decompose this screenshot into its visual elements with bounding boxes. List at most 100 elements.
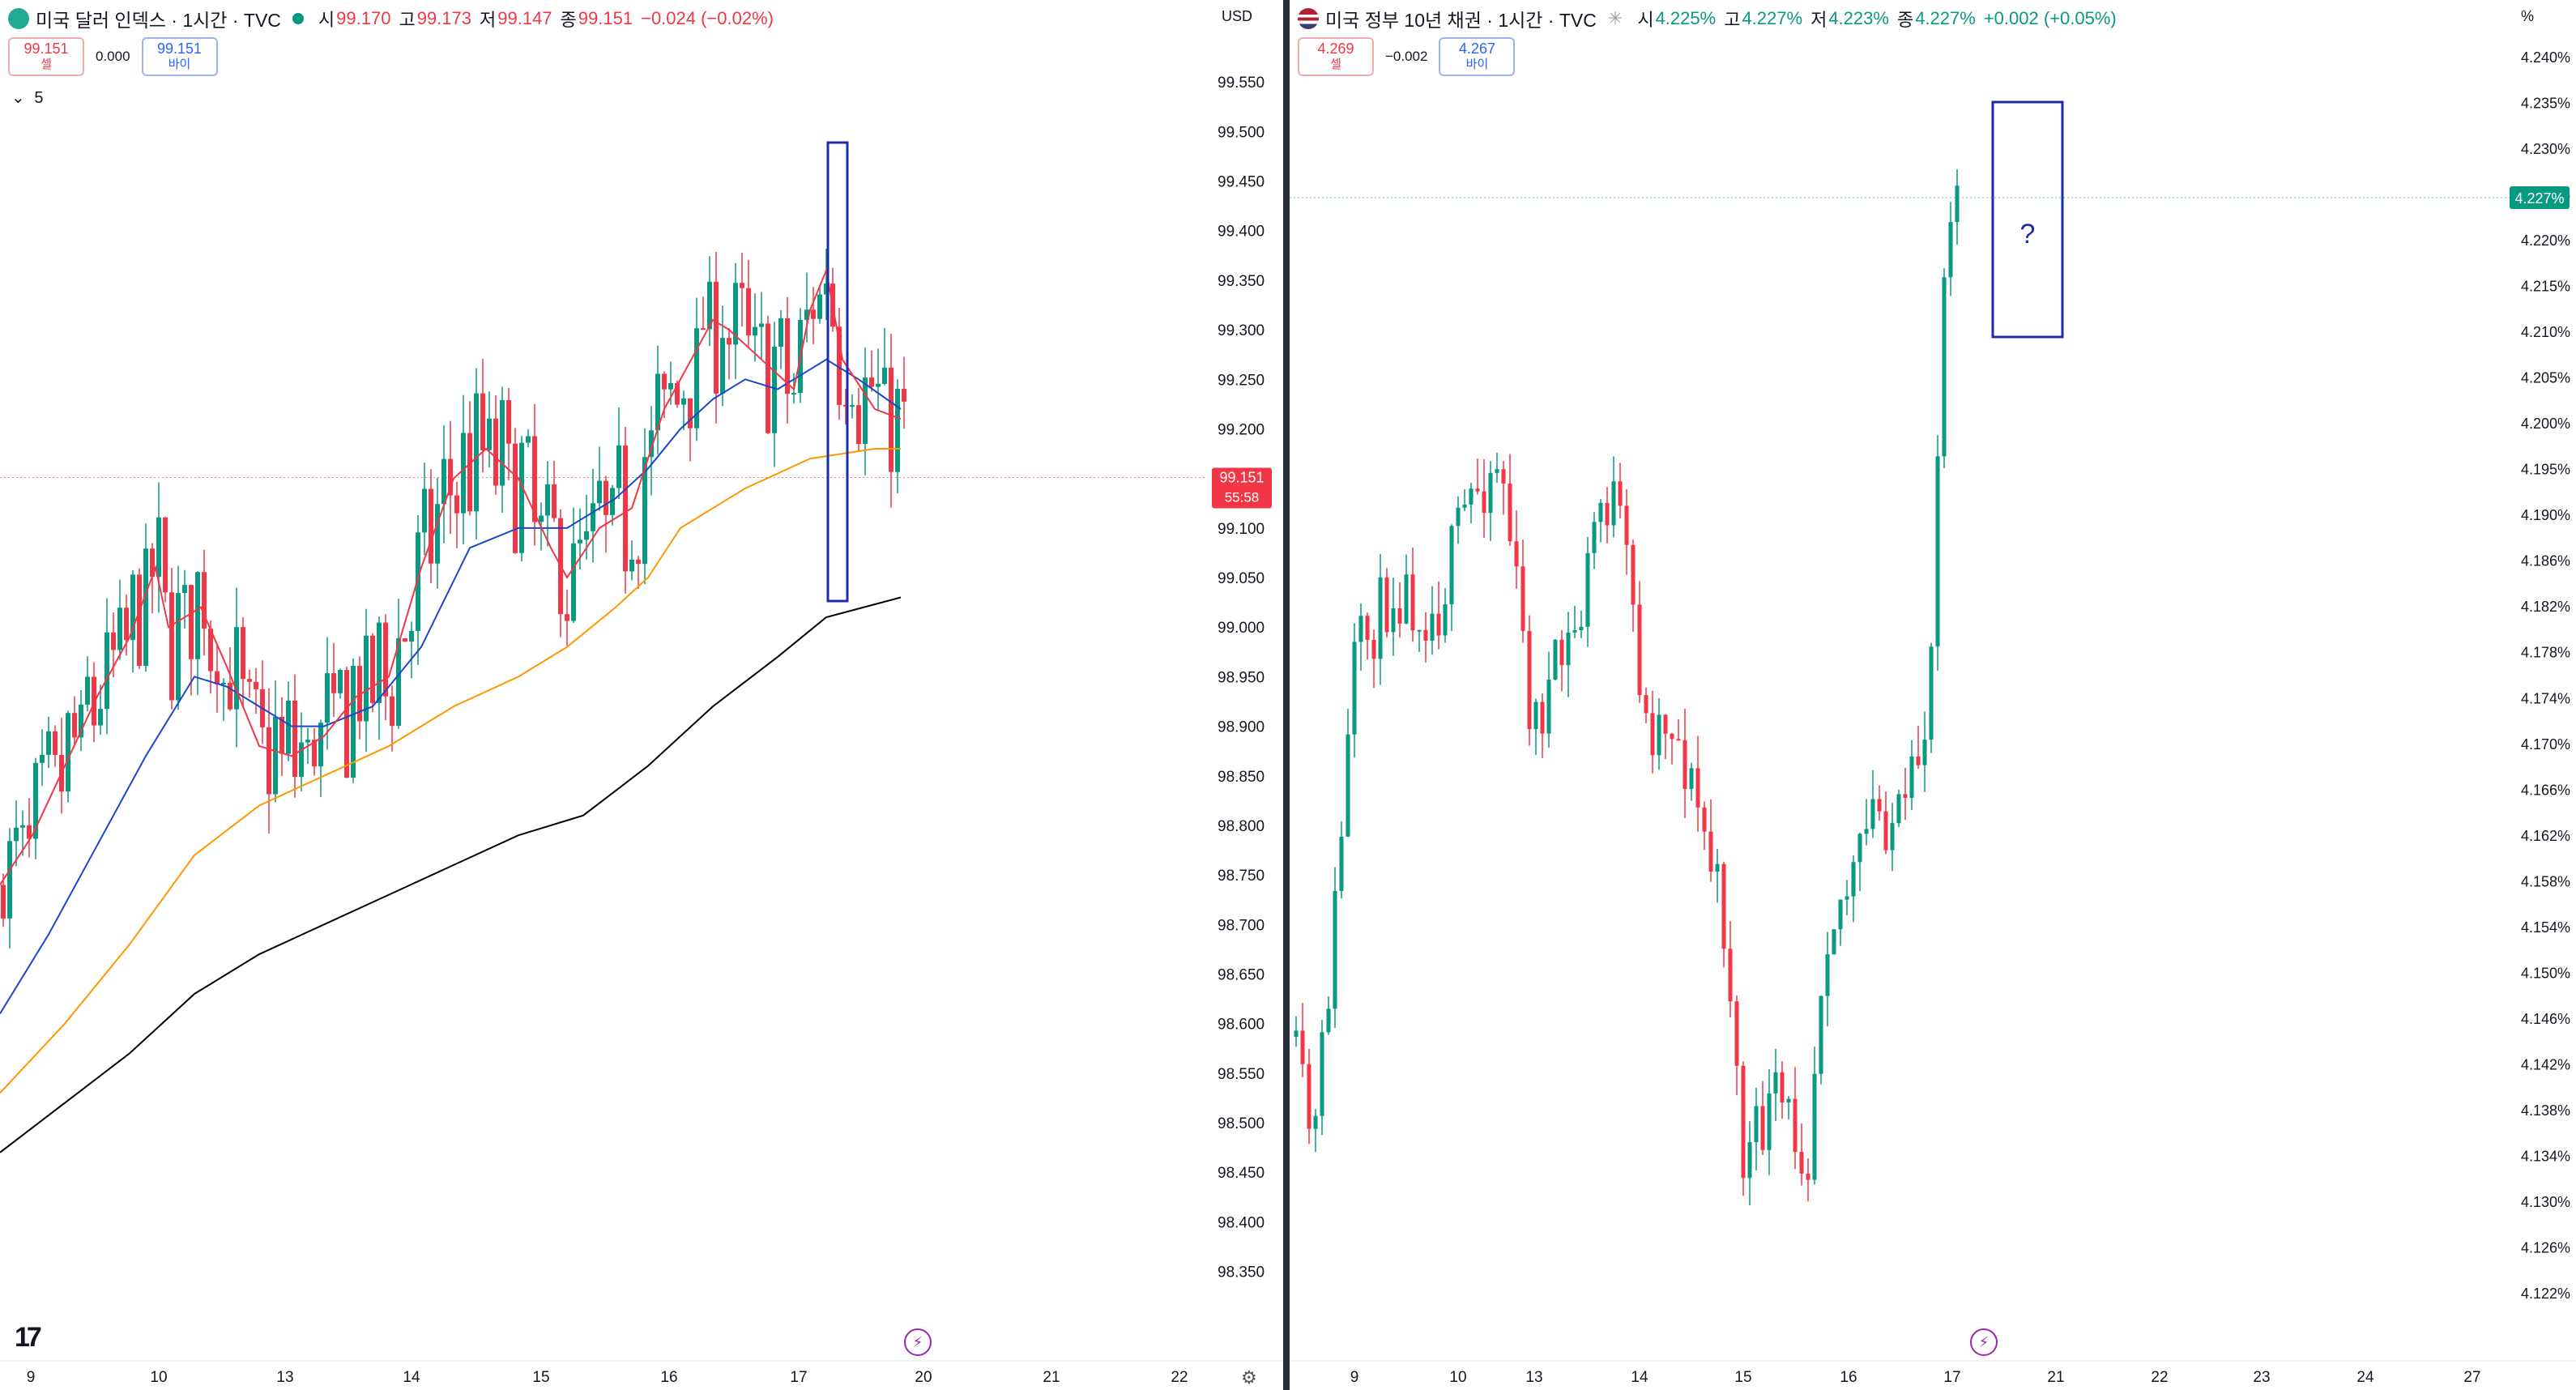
- left-candle-body: [772, 347, 777, 433]
- left-candle-body: [422, 488, 427, 533]
- left-chart-pane[interactable]: 99.550 99.500 99.450 99.400 99.350 99.300 99.2…: [0, 0, 1283, 1390]
- right-candle-body: [1708, 831, 1713, 872]
- buy-price: 4.267: [1458, 41, 1495, 57]
- left-y-tick-label: 98.450: [1218, 1165, 1265, 1182]
- right-candle-body: [1767, 1093, 1772, 1150]
- left-chart-canvas[interactable]: 99.550 99.500 99.450 99.400 99.350 99.300 99.2…: [0, 0, 1283, 1390]
- left-candle-body: [435, 504, 440, 564]
- right-candle-body: [1683, 740, 1687, 790]
- left-candle-body: [143, 548, 148, 667]
- right-candle-body: [1320, 1032, 1324, 1116]
- left-candle-body: [461, 433, 466, 514]
- right-candle-body: [1631, 544, 1636, 605]
- open-label: 시: [318, 10, 335, 30]
- right-candle-body: [1384, 577, 1389, 633]
- left-candle-body: [7, 841, 12, 919]
- right-chart-canvas[interactable]: 4.240% 4.235% 4.230% 4.225% 4.220% 4.215% 4.21…: [1290, 0, 2576, 1390]
- left-candle-body: [351, 666, 356, 778]
- left-candle-body: [325, 673, 330, 723]
- right-candle-body: [1676, 739, 1681, 741]
- left-candle-body: [532, 436, 537, 522]
- right-y-tick-label: 4.170%: [2521, 736, 2570, 753]
- left-candle-body: [655, 373, 660, 431]
- left-candle-body: [85, 676, 90, 705]
- right-y-tick-label: 4.126%: [2521, 1239, 2570, 1256]
- right-candle-body: [1404, 574, 1409, 624]
- left-candle-body: [668, 382, 673, 390]
- right-candle-body: [1443, 604, 1448, 636]
- right-lightning-icon[interactable]: ⚡: [1970, 1328, 1998, 1356]
- right-y-tick-label: 4.195%: [2521, 462, 2570, 478]
- right-candle-body: [1352, 642, 1357, 735]
- sell-button[interactable]: 4.269 셀: [1298, 37, 1374, 76]
- right-title[interactable]: 미국 정부 10년 채권 · 1시간 · TVC: [1325, 10, 1597, 31]
- right-candle-body: [1689, 768, 1694, 790]
- change-value: −0.024 (−0.02%): [641, 8, 774, 28]
- left-candle-body: [124, 608, 129, 641]
- right-candle-body: [1890, 823, 1895, 851]
- spread-value: 0.000: [96, 49, 130, 64]
- pane-divider[interactable]: [1283, 0, 1290, 1390]
- left-candle-body: [804, 309, 809, 320]
- left-candle-body: [649, 430, 654, 458]
- left-candle-body: [591, 503, 595, 531]
- left-candle-body: [241, 627, 245, 680]
- right-currency-label[interactable]: %: [2521, 8, 2535, 24]
- low-value: 99.147: [497, 8, 552, 28]
- right-y-tick-label: 4.134%: [2521, 1148, 2570, 1164]
- left-x-tick-label: 16: [660, 1369, 677, 1386]
- left-candle-body: [176, 593, 181, 701]
- right-y-tick-label: 4.138%: [2521, 1102, 2570, 1119]
- right-candle-body: [1300, 1030, 1305, 1064]
- left-candle-body: [850, 405, 855, 407]
- left-y-tick-label: 98.950: [1218, 669, 1265, 686]
- right-candle-body: [1896, 794, 1901, 824]
- right-candle-body: [1721, 863, 1726, 949]
- right-candle-body: [1916, 756, 1921, 765]
- left-y-tick-label: 98.350: [1218, 1264, 1265, 1281]
- left-title[interactable]: 미국 달러 인덱스 · 1시간 · TVC: [36, 10, 281, 31]
- left-candle-body: [234, 627, 239, 710]
- right-candle-body: [1650, 713, 1655, 756]
- left-candle-body: [46, 731, 51, 755]
- right-candle-body: [1585, 552, 1590, 627]
- sell-button[interactable]: 99.151 셀: [8, 37, 84, 76]
- left-lightning-icon[interactable]: ⚡: [904, 1328, 932, 1356]
- left-candle-body: [247, 679, 252, 682]
- right-y-tick-label: 4.166%: [2521, 782, 2570, 798]
- left-candle-body: [228, 682, 232, 710]
- left-currency-label[interactable]: USD: [1222, 8, 1253, 24]
- left-candle-body: [286, 700, 291, 754]
- left-x-tick-label: 13: [276, 1369, 293, 1386]
- indicators-toggle[interactable]: ⌄ 5: [11, 87, 43, 108]
- buy-button[interactable]: 4.267 바이: [1439, 37, 1516, 76]
- left-settings-gear-icon[interactable]: ⚙: [1241, 1367, 1257, 1388]
- left-candle-body: [416, 532, 420, 631]
- right-x-tick-label: 14: [1631, 1369, 1648, 1386]
- buy-button[interactable]: 99.151 바이: [141, 37, 218, 76]
- left-candle-body: [616, 445, 621, 488]
- right-candle-body: [1670, 733, 1674, 740]
- buy-label: 바이: [168, 58, 191, 71]
- left-candle-body: [526, 436, 531, 443]
- left-candle-body: [150, 548, 155, 578]
- left-candle-body: [759, 323, 764, 327]
- left-candle-body: [636, 559, 641, 565]
- right-candle-body: [1728, 949, 1733, 1002]
- right-candle-body: [1611, 481, 1616, 526]
- right-candle-body: [1469, 488, 1474, 505]
- right-candle-body: [1559, 639, 1564, 666]
- left-candle-body: [312, 740, 317, 767]
- right-last-price-tag: [2510, 186, 2570, 209]
- right-candle-body: [1702, 807, 1707, 832]
- left-candle-body: [843, 404, 848, 407]
- right-last-price-text: 4.227%: [2514, 190, 2564, 207]
- right-chart-pane[interactable]: 4.240% 4.235% 4.230% 4.225% 4.220% 4.215% 4.21…: [1290, 0, 2576, 1390]
- left-candle-body: [377, 622, 382, 703]
- right-candle-body: [1436, 613, 1441, 636]
- left-candle-body: [117, 608, 122, 650]
- us-flag-icon: [1298, 8, 1319, 29]
- right-candle-body: [1365, 616, 1370, 640]
- spread-value: −0.002: [1385, 49, 1428, 64]
- right-candle-body: [1799, 1152, 1804, 1174]
